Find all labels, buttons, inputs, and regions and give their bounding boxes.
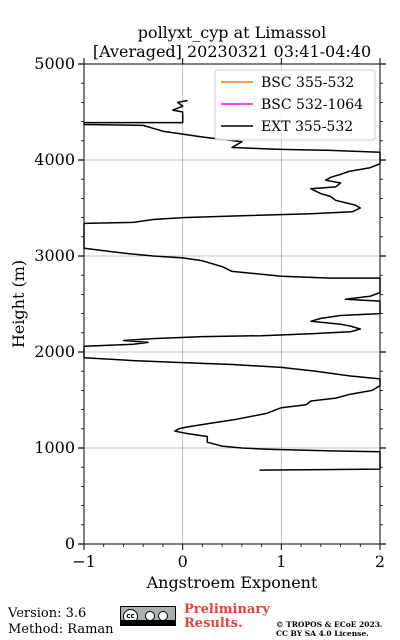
x-tick-label: −1 — [72, 552, 96, 571]
version-text: Version: 3.6 — [8, 606, 87, 621]
legend-label-bsc-532-1064: BSC 532-1064 — [261, 97, 363, 113]
legend-box — [214, 69, 376, 141]
y-tick-label: 4000 — [34, 150, 75, 169]
legend-label-bsc-355-532: BSC 355-532 — [261, 75, 354, 91]
y-tick-label: 3000 — [34, 246, 75, 265]
preliminary-line-1: Preliminary — [184, 602, 270, 617]
cc-license-badge: cc — [120, 606, 176, 626]
y-tick-label: 5000 — [34, 54, 75, 73]
legend: BSC 355-532 BSC 532-1064 EXT 355-532 — [214, 69, 376, 141]
x-axis-label: Angstroem Exponent — [146, 573, 318, 592]
copyright-line-1: © TROPOS & ECoE 2023. — [276, 620, 383, 629]
plot-data — [83, 99, 381, 471]
plot-frame — [83, 63, 381, 545]
method-text: Method: Raman — [8, 622, 114, 637]
badge-strip — [121, 620, 175, 625]
y-axis-label: Height (m) — [9, 260, 28, 348]
copyright-line-2: CC BY SA 4.0 License. — [276, 629, 369, 638]
copyright-note: © TROPOS & ECoE 2023. CC BY SA 4.0 Licen… — [276, 620, 383, 638]
y-tick-label: 1000 — [34, 438, 75, 457]
chart-title-line-1: pollyxt_cyp at Limassol — [138, 23, 327, 42]
preliminary-results-note: Preliminary Results. — [184, 603, 270, 631]
chart: pollyxt_cyp at Limassol [Averaged] 20230… — [9, 23, 386, 592]
y-tick-label: 0 — [65, 534, 75, 553]
x-tick-label: 2 — [375, 552, 385, 571]
preliminary-line-2: Results. — [184, 616, 243, 631]
chart-title-line-2: [Averaged] 20230321 03:41-04:40 — [93, 42, 371, 61]
y-tick-label: 2000 — [34, 342, 75, 361]
x-tick-label: 0 — [178, 552, 188, 571]
x-tick-label: 1 — [276, 552, 286, 571]
series-line-ext-355-532 — [83, 99, 381, 471]
legend-label-ext-355-532: EXT 355-532 — [261, 119, 353, 135]
